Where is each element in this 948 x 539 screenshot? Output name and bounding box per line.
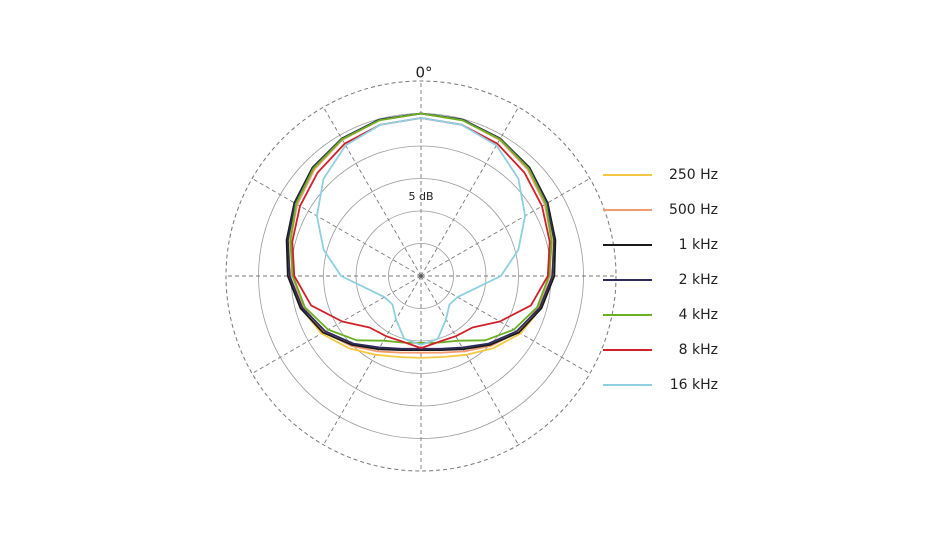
grid-spoke: [420, 275, 519, 446]
grid-spoke: [323, 275, 422, 446]
grid-spoke: [420, 275, 591, 374]
legend-label: 2 kHz: [679, 272, 718, 288]
series-line: [289, 112, 553, 344]
grid-spoke: [251, 178, 422, 277]
grid-ring: [388, 243, 454, 309]
center-dot: [419, 274, 423, 278]
legend-label: 250 Hz: [669, 167, 718, 183]
grid-spoke: [323, 106, 422, 277]
grid-spoke: [420, 106, 519, 277]
legend-label: 16 kHz: [670, 377, 718, 393]
grid-spoke: [251, 275, 422, 374]
series-line: [291, 117, 551, 349]
series-line: [289, 112, 553, 354]
angle-label: 0°: [415, 64, 432, 82]
legend-label: 4 kHz: [679, 307, 718, 323]
legend-label: 500 Hz: [669, 202, 718, 218]
legend-label: 8 kHz: [679, 342, 718, 358]
grid-ring: [323, 178, 519, 374]
grid-ring: [225, 80, 617, 472]
grid-spoke: [420, 178, 591, 277]
legend-label: 1 kHz: [679, 237, 718, 253]
series-line: [316, 117, 526, 346]
